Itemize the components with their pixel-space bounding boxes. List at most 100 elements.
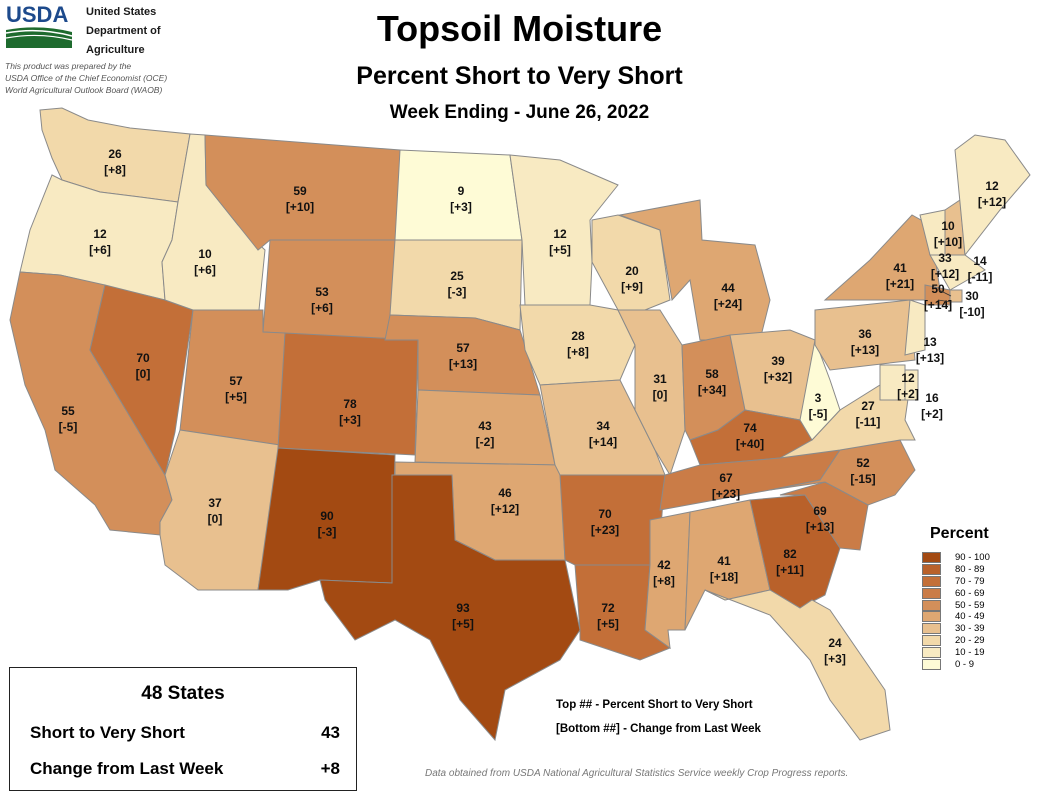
state-shape <box>799 338 841 441</box>
state-label: 24 [+3] <box>824 636 846 666</box>
state-label: 58 [+34] <box>698 367 726 397</box>
state-label: 59 [+10] <box>286 184 314 214</box>
state-change: [+40] <box>736 437 764 451</box>
state-change: [+13] <box>851 343 879 357</box>
source-footer: Data obtained from USDA National Agricul… <box>425 768 849 779</box>
state-label: 57 [+13] <box>449 341 477 371</box>
usda-logo-text: USDA <box>6 2 68 27</box>
state-change: [+2] <box>897 387 919 401</box>
state-wv <box>799 338 841 441</box>
summary-short-row: Short to Very Short 43 <box>30 723 340 743</box>
callout-line <box>937 299 952 303</box>
state-shape <box>277 332 419 456</box>
state-change: [+5] <box>452 617 474 631</box>
state-value: 20 <box>625 264 639 278</box>
state-value: 46 <box>498 486 512 500</box>
summary-short-value: 43 <box>321 723 340 742</box>
state-shape <box>519 304 636 386</box>
state-label: 10 [+10] <box>934 219 962 249</box>
state-value: 10 <box>941 219 955 233</box>
state-value: 34 <box>596 419 610 433</box>
state-change: [+21] <box>886 277 914 291</box>
legend-label: 50 - 59 <box>955 599 985 611</box>
state-change: [+8] <box>104 163 126 177</box>
state-shape <box>814 299 916 371</box>
state-change: [+6] <box>311 301 333 315</box>
state-label: 10 [+6] <box>194 247 216 277</box>
state-label: 93 [+5] <box>452 601 474 631</box>
state-value: 12 <box>901 371 915 385</box>
state-change: [+12] <box>491 502 519 516</box>
state-wy <box>262 239 401 341</box>
state-change: [+14] <box>589 435 617 449</box>
state-value: 3 <box>815 391 822 405</box>
legend-swatch <box>922 611 941 623</box>
note-bottom-change: [Bottom ##] - Change from Last Week <box>556 723 761 735</box>
state-label: 33 [+12] <box>931 251 959 281</box>
state-value: 16 <box>925 391 939 405</box>
state-change: [+5] <box>225 390 247 404</box>
state-co <box>277 332 419 456</box>
state-shape <box>929 254 986 291</box>
state-shape <box>879 364 906 401</box>
state-change: [-11] <box>968 270 993 284</box>
state-value: 24 <box>828 636 842 650</box>
state-label: 46 [+12] <box>491 486 519 516</box>
state-value: 72 <box>601 601 615 615</box>
summary-short-label: Short to Very Short <box>30 723 185 742</box>
state-change: [+5] <box>597 617 619 631</box>
state-change: [+14] <box>924 298 952 312</box>
state-value: 33 <box>938 251 952 265</box>
legend-swatch <box>922 599 941 611</box>
state-change: [+24] <box>714 297 742 311</box>
state-label: 90 [-3] <box>318 509 337 539</box>
state-value: 28 <box>571 329 585 343</box>
legend-label: 70 - 79 <box>955 575 985 587</box>
state-value: 30 <box>965 289 979 303</box>
state-value: 57 <box>456 341 470 355</box>
state-value: 39 <box>771 354 785 368</box>
page-subtitle: Percent Short to Very Short <box>356 62 683 90</box>
state-value: 43 <box>478 419 492 433</box>
state-label: 78 [+3] <box>339 397 361 427</box>
state-change: [+12] <box>931 267 959 281</box>
legend-swatch <box>922 587 941 599</box>
state-value: 13 <box>923 335 937 349</box>
state-change: [+3] <box>824 652 846 666</box>
state-change: [+3] <box>339 413 361 427</box>
state-change: [+6] <box>194 263 216 277</box>
state-change: [+8] <box>567 345 589 359</box>
state-shape <box>591 214 671 313</box>
legend-item: 60 - 69 <box>922 587 990 599</box>
state-shape <box>539 379 666 476</box>
legend-item: 30 - 39 <box>922 623 990 635</box>
state-label: 28 [+8] <box>567 329 589 359</box>
state-label: 30 [-10] <box>959 289 984 319</box>
state-ia <box>519 304 636 386</box>
state-change: [+10] <box>934 235 962 249</box>
legend-item: 70 - 79 <box>922 575 990 588</box>
state-value: 82 <box>783 547 797 561</box>
callout-line <box>938 289 952 297</box>
state-value: 70 <box>598 507 612 521</box>
state-change: [+23] <box>591 523 619 537</box>
agency-line: United States <box>86 6 157 18</box>
state-label: 3 [-5] <box>809 391 828 421</box>
state-label: 20 [+9] <box>621 264 643 294</box>
state-value: 27 <box>861 399 875 413</box>
prepared-line: This product was prepared by the <box>5 61 132 71</box>
legend-swatch <box>922 552 941 564</box>
state-value: 55 <box>61 404 75 418</box>
state-change: [+5] <box>549 243 571 257</box>
state-change: [+10] <box>286 200 314 214</box>
week-ending: Week Ending - June 26, 2022 <box>389 102 650 123</box>
state-ar <box>559 474 666 566</box>
state-label: 31[0] <box>653 372 668 402</box>
state-value: 10 <box>198 247 212 261</box>
legend-label: 80 - 89 <box>955 564 985 576</box>
state-change: [+9] <box>621 280 643 294</box>
legend-swatch <box>922 634 941 646</box>
state-change: [+12] <box>978 195 1006 209</box>
state-value: 26 <box>108 147 122 161</box>
state-value: 50 <box>931 282 945 296</box>
